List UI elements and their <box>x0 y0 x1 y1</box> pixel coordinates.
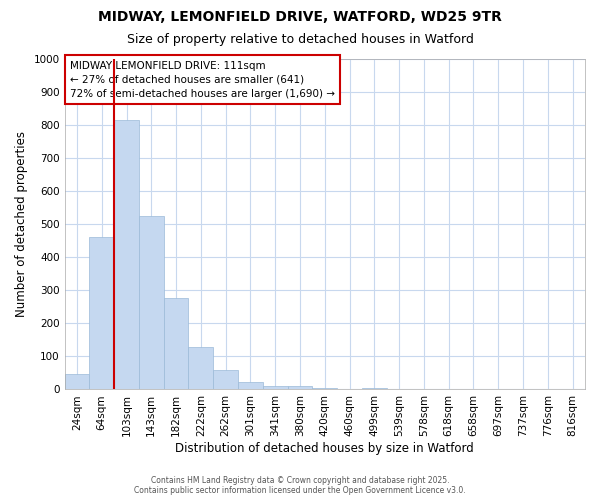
Bar <box>188 348 213 390</box>
Text: Contains HM Land Registry data © Crown copyright and database right 2025.
Contai: Contains HM Land Registry data © Crown c… <box>134 476 466 495</box>
Bar <box>263 386 287 390</box>
Bar <box>213 370 238 390</box>
Bar <box>313 388 337 390</box>
Bar <box>287 386 313 390</box>
X-axis label: Distribution of detached houses by size in Watford: Distribution of detached houses by size … <box>175 442 474 455</box>
Bar <box>139 216 164 390</box>
Bar <box>362 388 387 390</box>
Bar <box>164 298 188 390</box>
Text: MIDWAY LEMONFIELD DRIVE: 111sqm
← 27% of detached houses are smaller (641)
72% o: MIDWAY LEMONFIELD DRIVE: 111sqm ← 27% of… <box>70 60 335 98</box>
Y-axis label: Number of detached properties: Number of detached properties <box>15 131 28 317</box>
Bar <box>89 237 114 390</box>
Text: Size of property relative to detached houses in Watford: Size of property relative to detached ho… <box>127 32 473 46</box>
Text: MIDWAY, LEMONFIELD DRIVE, WATFORD, WD25 9TR: MIDWAY, LEMONFIELD DRIVE, WATFORD, WD25 … <box>98 10 502 24</box>
Bar <box>238 382 263 390</box>
Bar <box>114 120 139 390</box>
Bar <box>65 374 89 390</box>
